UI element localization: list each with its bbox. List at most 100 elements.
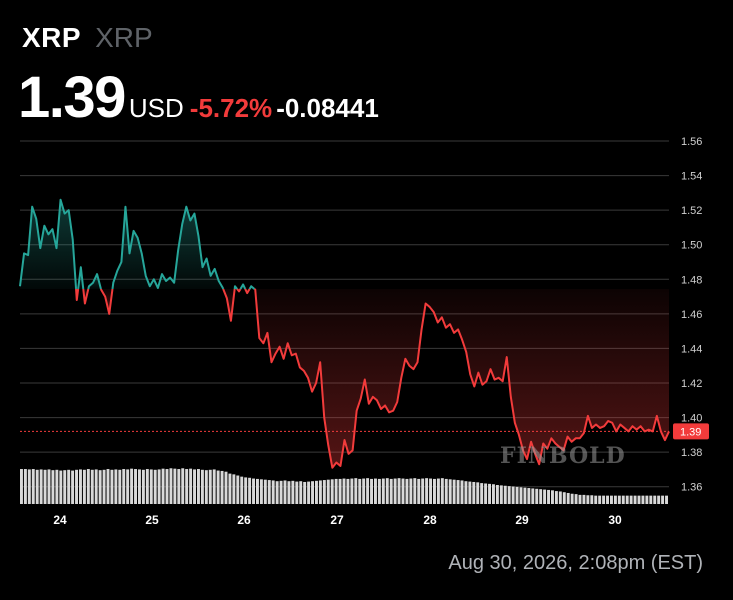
x-tick-label: 24	[53, 513, 67, 527]
volume-bar	[488, 483, 491, 504]
area-above	[20, 199, 77, 289]
volume-bar	[342, 478, 346, 504]
volume-bar	[476, 482, 480, 504]
volume-bar	[71, 470, 75, 504]
price-line-down	[75, 288, 80, 302]
volume-bar	[574, 494, 578, 504]
volume-bar	[291, 480, 295, 504]
volume-bar	[370, 478, 373, 504]
volume-bar	[311, 481, 314, 504]
volume-bar	[59, 470, 63, 504]
volume-bar	[275, 481, 279, 504]
volume-bar	[586, 495, 590, 504]
volume-bar	[495, 485, 499, 504]
volume-bar	[547, 489, 550, 504]
volume-bar	[625, 495, 629, 504]
volume-bar	[429, 478, 432, 504]
volume-bar	[558, 491, 562, 504]
volume-bar	[259, 479, 263, 504]
volume-bar	[507, 486, 511, 504]
price-line-up	[248, 285, 256, 290]
volume-bar	[39, 469, 43, 504]
price-line-up	[111, 205, 225, 290]
volume-bar	[456, 480, 460, 504]
volume-bar	[134, 469, 137, 504]
price-line-down	[222, 288, 236, 322]
y-tick-label: 1.46	[681, 309, 702, 321]
price-line-down	[253, 288, 670, 469]
volume-bar	[145, 469, 149, 504]
volume-bar	[531, 488, 535, 504]
volume-bar	[67, 469, 71, 504]
volume-bar	[27, 469, 31, 504]
volume-bar	[440, 478, 444, 504]
volume-bar	[75, 469, 78, 504]
volume-bar	[649, 495, 653, 504]
volume-bar	[315, 480, 318, 504]
volume-bar	[499, 485, 503, 504]
volume-bar	[153, 469, 157, 504]
current-price: 1.39	[18, 65, 126, 130]
volume-bar	[20, 469, 23, 504]
volume-bar	[610, 495, 613, 504]
volume-bar	[279, 480, 283, 504]
y-tick-label: 1.56	[681, 136, 702, 148]
asset-name: XRP	[95, 22, 153, 53]
volume-bar	[562, 492, 566, 504]
volume-bar	[303, 481, 307, 504]
price-line	[19, 198, 670, 469]
volume-bar	[617, 495, 621, 504]
price-line-up	[77, 266, 85, 290]
volume-bar	[224, 471, 228, 504]
volume-bar	[193, 469, 196, 504]
volume-bar	[256, 478, 259, 504]
volume-bar	[484, 483, 488, 504]
volume-bar	[393, 478, 397, 504]
volume-bar	[362, 478, 366, 504]
area-fills	[20, 199, 669, 468]
volume-bar	[220, 470, 224, 504]
header-row: XRP XRP	[22, 22, 153, 58]
volume-bar	[216, 470, 220, 504]
volume-bar	[287, 481, 291, 504]
volume-bar	[138, 469, 141, 504]
volume-bar	[271, 480, 275, 504]
volume-bar	[23, 469, 27, 504]
volume-bar	[118, 469, 122, 504]
volume-bar	[468, 481, 472, 504]
y-tick-label: 1.40	[681, 413, 702, 425]
volume-bar	[358, 478, 362, 504]
volume-bar	[35, 469, 39, 504]
volume-bar	[665, 495, 668, 504]
volume-bar	[566, 492, 570, 504]
volume-bar	[94, 469, 98, 504]
volume-bar	[204, 470, 208, 504]
volume-bar	[381, 478, 385, 504]
volume-bar	[51, 470, 55, 504]
price-line-down	[236, 288, 242, 293]
volume-bar	[637, 495, 641, 504]
volume-bar	[283, 480, 287, 504]
volume-bar	[578, 494, 582, 504]
price-row: 1.39 USD -5.72% -0.08441	[18, 64, 379, 134]
current-price-badge-label: 1.39	[680, 426, 701, 438]
volume-bar	[165, 469, 169, 504]
volume-bar	[444, 478, 448, 504]
volume-bar	[472, 481, 476, 504]
volume-bar	[149, 469, 153, 504]
volume-bar	[527, 488, 531, 504]
volume-bar	[346, 478, 350, 504]
volume-bar	[590, 495, 594, 504]
x-tick-label: 27	[330, 513, 344, 527]
volume-bar	[82, 469, 86, 504]
change-percent: -5.72%	[189, 93, 273, 123]
volume-bar	[252, 478, 255, 504]
volume-bar	[570, 493, 574, 504]
volume-bar	[63, 470, 67, 504]
volume-bar	[114, 469, 118, 504]
volume-bar	[421, 478, 425, 504]
volume-bar	[409, 478, 413, 504]
volume-bar	[594, 495, 598, 504]
volume-bar	[322, 480, 326, 504]
